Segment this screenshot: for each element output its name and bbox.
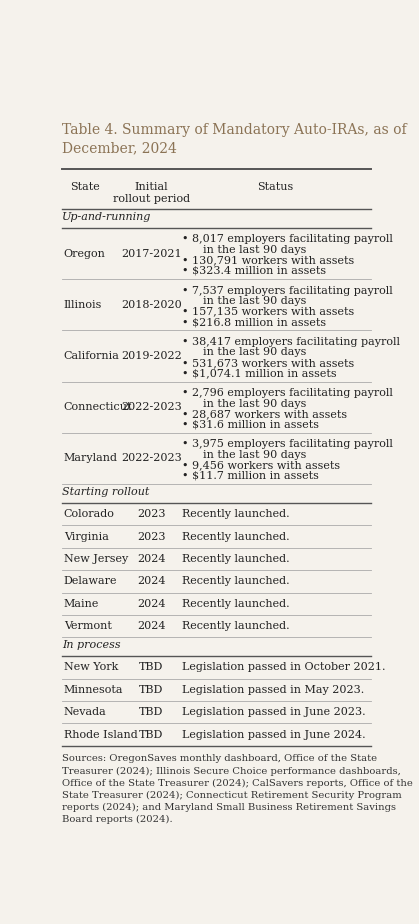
Text: • 7,537 employers facilitating payroll: • 7,537 employers facilitating payroll <box>182 286 393 296</box>
Text: 2017-2021: 2017-2021 <box>121 249 182 259</box>
Text: Up-and-running: Up-and-running <box>62 212 152 222</box>
Text: in the last 90 days: in the last 90 days <box>182 296 307 306</box>
Text: 2024: 2024 <box>137 621 166 631</box>
Text: Maryland: Maryland <box>64 454 118 464</box>
Text: • 157,135 workers with assets: • 157,135 workers with assets <box>182 307 354 317</box>
Text: Status: Status <box>258 182 294 192</box>
Text: Sources: OregonSaves monthly dashboard, Office of the State
Treasurer (2024); Il: Sources: OregonSaves monthly dashboard, … <box>62 754 413 824</box>
Text: • $11.7 million in assets: • $11.7 million in assets <box>182 471 319 480</box>
Text: • 2,796 employers facilitating payroll: • 2,796 employers facilitating payroll <box>182 388 393 398</box>
Text: Vermont: Vermont <box>64 621 111 631</box>
Text: Table 4. Summary of Mandatory Auto-IRAs, as of
December, 2024: Table 4. Summary of Mandatory Auto-IRAs,… <box>62 123 407 155</box>
Text: • 9,456 workers with assets: • 9,456 workers with assets <box>182 460 340 470</box>
Text: 2023: 2023 <box>137 531 166 541</box>
Text: Initial
rollout period: Initial rollout period <box>113 182 190 204</box>
Text: • 38,417 employers facilitating payroll: • 38,417 employers facilitating payroll <box>182 336 400 346</box>
Text: 2022-2023: 2022-2023 <box>121 402 182 412</box>
Text: Recently launched.: Recently launched. <box>182 577 290 587</box>
Text: Legislation passed in October 2021.: Legislation passed in October 2021. <box>182 663 386 673</box>
Text: Legislation passed in June 2024.: Legislation passed in June 2024. <box>182 730 366 740</box>
Text: in the last 90 days: in the last 90 days <box>182 398 307 408</box>
Text: • 130,791 workers with assets: • 130,791 workers with assets <box>182 255 354 265</box>
Text: In process: In process <box>62 640 121 650</box>
Text: • $323.4 million in assets: • $323.4 million in assets <box>182 266 326 276</box>
Text: • $31.6 million in assets: • $31.6 million in assets <box>182 419 319 430</box>
Text: Recently launched.: Recently launched. <box>182 531 290 541</box>
Text: New York: New York <box>64 663 118 673</box>
Text: • 28,687 workers with assets: • 28,687 workers with assets <box>182 409 347 419</box>
Text: California: California <box>64 351 119 361</box>
Text: Oregon: Oregon <box>64 249 106 259</box>
Text: Virginia: Virginia <box>64 531 109 541</box>
Text: Rhode Island: Rhode Island <box>64 730 137 740</box>
Text: State: State <box>70 182 100 192</box>
Text: in the last 90 days: in the last 90 days <box>182 245 307 255</box>
Text: Maine: Maine <box>64 599 99 609</box>
Text: Legislation passed in June 2023.: Legislation passed in June 2023. <box>182 707 366 717</box>
Text: Connecticut: Connecticut <box>64 402 132 412</box>
Text: 2019-2022: 2019-2022 <box>121 351 182 361</box>
Text: 2024: 2024 <box>137 553 166 564</box>
Text: Recently launched.: Recently launched. <box>182 621 290 631</box>
Text: Minnesota: Minnesota <box>64 685 123 695</box>
Text: New Jersey: New Jersey <box>64 553 128 564</box>
Text: Colorado: Colorado <box>64 509 115 519</box>
Text: TBD: TBD <box>139 707 163 717</box>
Text: • 3,975 employers facilitating payroll: • 3,975 employers facilitating payroll <box>182 439 393 449</box>
Text: 2022-2023: 2022-2023 <box>121 454 182 464</box>
Text: Recently launched.: Recently launched. <box>182 553 290 564</box>
Text: 2023: 2023 <box>137 509 166 519</box>
Text: 2024: 2024 <box>137 577 166 587</box>
Text: Starting rollout: Starting rollout <box>62 487 150 497</box>
Text: TBD: TBD <box>139 685 163 695</box>
Text: • 8,017 employers facilitating payroll: • 8,017 employers facilitating payroll <box>182 235 393 244</box>
Text: in the last 90 days: in the last 90 days <box>182 347 307 358</box>
Text: in the last 90 days: in the last 90 days <box>182 450 307 460</box>
Text: Recently launched.: Recently launched. <box>182 509 290 519</box>
Text: Illinois: Illinois <box>64 299 102 310</box>
Text: • 531,673 workers with assets: • 531,673 workers with assets <box>182 358 354 368</box>
Text: 2018-2020: 2018-2020 <box>121 299 182 310</box>
Text: • $216.8 million in assets: • $216.8 million in assets <box>182 317 326 327</box>
Text: Recently launched.: Recently launched. <box>182 599 290 609</box>
Text: Delaware: Delaware <box>64 577 117 587</box>
Text: Legislation passed in May 2023.: Legislation passed in May 2023. <box>182 685 365 695</box>
Text: • $1,074.1 million in assets: • $1,074.1 million in assets <box>182 369 337 378</box>
Text: Nevada: Nevada <box>64 707 106 717</box>
Text: TBD: TBD <box>139 730 163 740</box>
Text: TBD: TBD <box>139 663 163 673</box>
Text: 2024: 2024 <box>137 599 166 609</box>
